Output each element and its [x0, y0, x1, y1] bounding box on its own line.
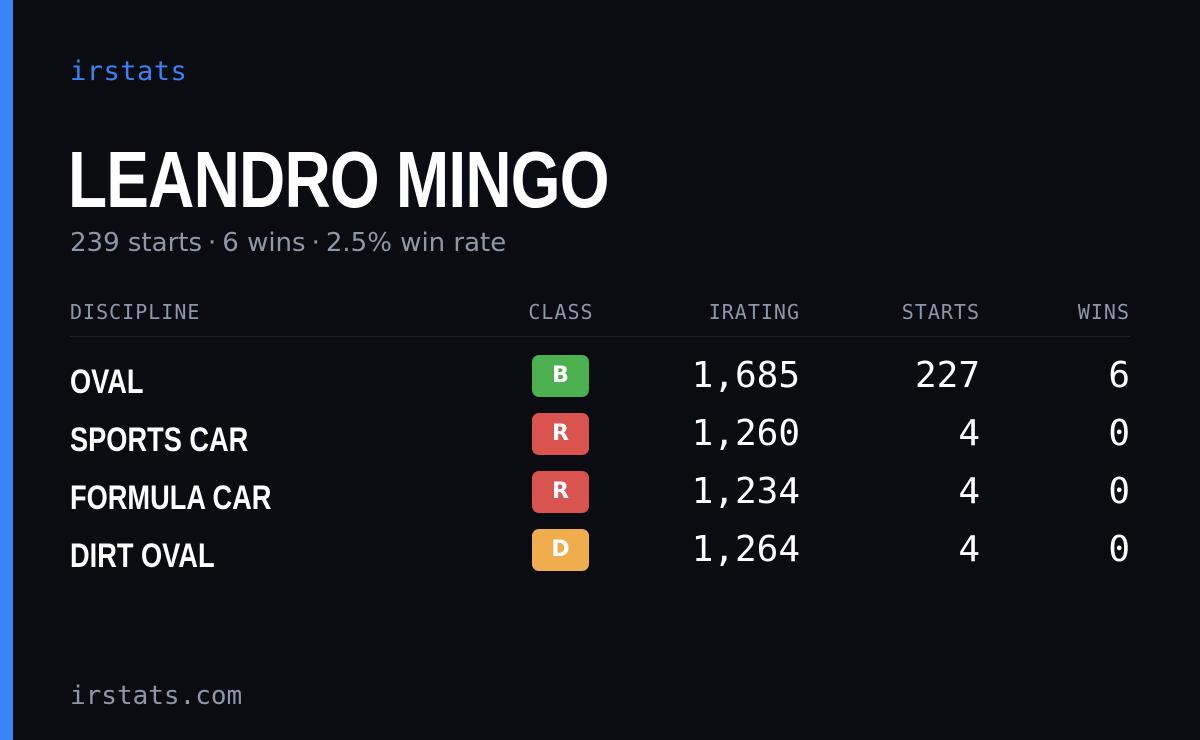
brand-logo-text: irstats [70, 56, 188, 87]
header-discipline: DISCIPLINE [70, 300, 201, 324]
class-badge: B [532, 355, 589, 397]
header-starts: STARTS [901, 300, 980, 324]
header-irating: IRATING [708, 300, 800, 324]
accent-bar [0, 0, 13, 740]
irating-value: 1,260 [691, 413, 800, 454]
table-row: FORMULA CAR R 1,234 4 0 [70, 469, 1130, 527]
winrate-summary: 2.5% win rate [325, 228, 507, 258]
wins-value: 0 [1108, 529, 1130, 570]
starts-value: 4 [958, 529, 980, 570]
discipline-name: FORMULA CAR [70, 479, 272, 517]
table-row: DIRT OVAL D 1,264 4 0 [70, 527, 1130, 585]
irating-value: 1,264 [691, 529, 800, 570]
irating-value: 1,685 [691, 355, 800, 396]
player-name: LEANDRO MINGO [68, 135, 609, 224]
separator-dot: · [208, 228, 217, 258]
wins-value: 6 [1108, 355, 1130, 396]
table-body: OVAL B 1,685 227 6 SPORTS CAR R 1,260 4 … [70, 337, 1130, 585]
table-row: SPORTS CAR R 1,260 4 0 [70, 411, 1130, 469]
table-header: DISCIPLINE CLASS IRATING STARTS WINS [70, 298, 1130, 337]
discipline-table: DISCIPLINE CLASS IRATING STARTS WINS OVA… [70, 298, 1130, 585]
starts-summary: 239 starts [70, 228, 202, 258]
class-badge: D [532, 529, 589, 571]
class-badge: R [532, 471, 589, 513]
wins-value: 0 [1108, 471, 1130, 512]
table-row: OVAL B 1,685 227 6 [70, 353, 1130, 411]
header-wins: WINS [1077, 300, 1130, 324]
wins-summary: 6 wins [222, 228, 306, 258]
header-class: CLASS [528, 300, 594, 324]
separator-dot: · [311, 228, 320, 258]
starts-value: 227 [914, 355, 980, 396]
footer-url: irstats.com [70, 681, 243, 711]
class-badge: R [532, 413, 589, 455]
wins-value: 0 [1108, 413, 1130, 454]
discipline-name: DIRT OVAL [70, 537, 215, 575]
player-summary: 239 starts · 6 wins · 2.5% win rate [70, 228, 506, 258]
discipline-name: OVAL [70, 363, 144, 401]
discipline-name: SPORTS CAR [70, 421, 249, 459]
starts-value: 4 [958, 413, 980, 454]
starts-value: 4 [958, 471, 980, 512]
irating-value: 1,234 [691, 471, 800, 512]
